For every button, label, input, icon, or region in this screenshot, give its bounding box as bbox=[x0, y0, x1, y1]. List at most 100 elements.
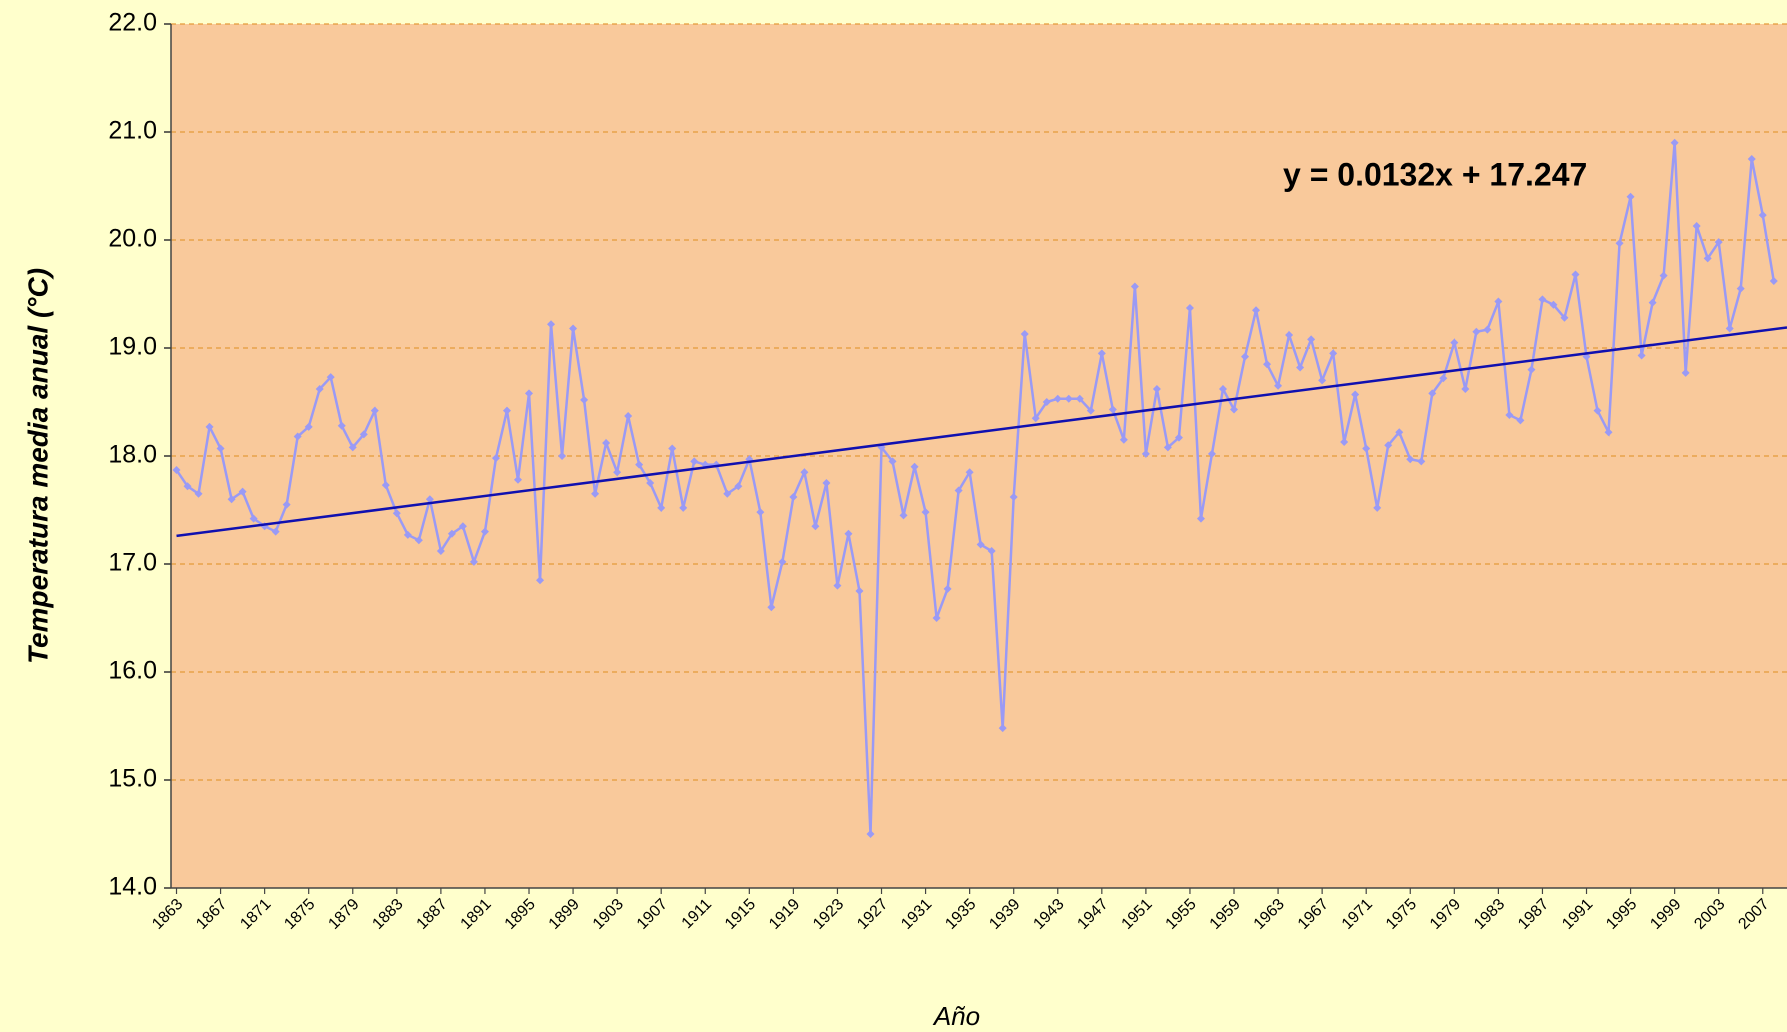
data-point bbox=[635, 460, 644, 469]
data-point bbox=[921, 508, 930, 517]
data-point bbox=[1108, 405, 1117, 414]
data-point bbox=[447, 529, 456, 538]
data-point bbox=[602, 439, 611, 448]
data-point bbox=[1318, 376, 1327, 385]
data-point bbox=[1329, 349, 1338, 358]
data-point bbox=[844, 529, 853, 538]
data-point bbox=[1130, 282, 1139, 291]
data-point bbox=[866, 830, 875, 838]
data-point bbox=[271, 527, 280, 536]
data-point bbox=[811, 522, 820, 531]
data-point bbox=[1527, 365, 1536, 374]
data-point bbox=[1174, 433, 1183, 442]
data-point bbox=[337, 421, 346, 430]
data-point bbox=[910, 462, 919, 471]
data-point bbox=[348, 443, 357, 452]
data-point bbox=[965, 468, 974, 477]
data-point bbox=[1274, 381, 1283, 390]
data-point bbox=[899, 511, 908, 520]
data-point bbox=[536, 576, 545, 585]
data-point bbox=[425, 495, 434, 504]
data-point bbox=[657, 503, 666, 512]
data-point bbox=[547, 320, 556, 329]
data-point bbox=[1119, 435, 1128, 444]
data-point bbox=[1703, 254, 1712, 263]
y-tick-label: 18.0 bbox=[108, 441, 157, 469]
data-point bbox=[1538, 295, 1547, 304]
data-point bbox=[1769, 277, 1778, 286]
data-point bbox=[767, 603, 776, 612]
data-point bbox=[1560, 313, 1569, 322]
data-line bbox=[175, 142, 1776, 835]
y-tick-label: 15.0 bbox=[108, 765, 157, 793]
data-point bbox=[1692, 221, 1701, 230]
data-point bbox=[1263, 360, 1272, 369]
data-point bbox=[1648, 298, 1657, 307]
data-point bbox=[1031, 414, 1040, 423]
data-point bbox=[205, 422, 214, 431]
data-point bbox=[558, 452, 567, 460]
data-point bbox=[778, 557, 787, 566]
data-point bbox=[954, 486, 963, 495]
data-point bbox=[1351, 390, 1360, 399]
y-tick-label: 17.0 bbox=[108, 549, 157, 577]
data-point bbox=[249, 514, 258, 523]
data-point bbox=[987, 547, 996, 556]
data-point bbox=[1141, 449, 1150, 458]
data-point bbox=[1659, 271, 1668, 280]
data-point bbox=[458, 522, 467, 531]
trendline bbox=[176, 326, 1787, 538]
data-point bbox=[183, 482, 192, 491]
data-point bbox=[1362, 444, 1371, 453]
data-point bbox=[1218, 385, 1227, 394]
data-point bbox=[1725, 324, 1734, 333]
data-point bbox=[1196, 514, 1205, 523]
data-point bbox=[238, 487, 247, 496]
data-point bbox=[1439, 374, 1448, 383]
y-tick-label: 19.0 bbox=[108, 333, 157, 361]
data-point bbox=[502, 406, 511, 415]
x-axis-label: Año bbox=[932, 1001, 980, 1031]
data-point bbox=[1604, 428, 1613, 437]
y-axis-label: Temperatura media anual (°C) bbox=[22, 268, 53, 664]
data-point bbox=[1340, 437, 1349, 446]
data-point bbox=[315, 385, 324, 394]
data-point bbox=[932, 614, 941, 622]
data-point bbox=[569, 324, 578, 333]
data-point bbox=[1505, 410, 1514, 419]
data-point bbox=[1747, 155, 1756, 163]
data-point bbox=[1670, 138, 1679, 147]
data-point bbox=[1241, 352, 1250, 361]
data-point bbox=[1714, 238, 1723, 247]
data-point bbox=[227, 495, 236, 504]
data-point bbox=[855, 587, 864, 595]
data-point bbox=[613, 468, 622, 477]
data-point bbox=[1053, 394, 1062, 403]
data-point bbox=[403, 530, 412, 539]
data-point bbox=[734, 482, 743, 491]
trendline-equation: y = 0.0132x + 17.247 bbox=[1283, 156, 1587, 192]
data-point bbox=[326, 373, 335, 382]
data-point bbox=[1296, 363, 1305, 372]
data-point bbox=[1450, 338, 1459, 347]
y-tick-label: 20.0 bbox=[108, 225, 157, 253]
data-point bbox=[1185, 304, 1194, 313]
data-point bbox=[976, 540, 985, 549]
data-point bbox=[216, 444, 225, 453]
data-point bbox=[469, 557, 478, 566]
data-point bbox=[1615, 239, 1624, 248]
data-point bbox=[414, 536, 423, 545]
data-point bbox=[1758, 211, 1767, 220]
data-point bbox=[822, 479, 831, 487]
plot-area bbox=[171, 24, 1787, 888]
data-point bbox=[282, 500, 291, 509]
data-point bbox=[1086, 406, 1095, 415]
y-tick-label: 21.0 bbox=[108, 117, 157, 145]
data-point bbox=[1097, 349, 1106, 358]
data-point bbox=[943, 584, 952, 593]
data-point bbox=[1163, 443, 1172, 452]
data-point bbox=[1472, 327, 1481, 336]
data-point bbox=[1417, 457, 1426, 466]
data-point bbox=[1307, 335, 1316, 344]
